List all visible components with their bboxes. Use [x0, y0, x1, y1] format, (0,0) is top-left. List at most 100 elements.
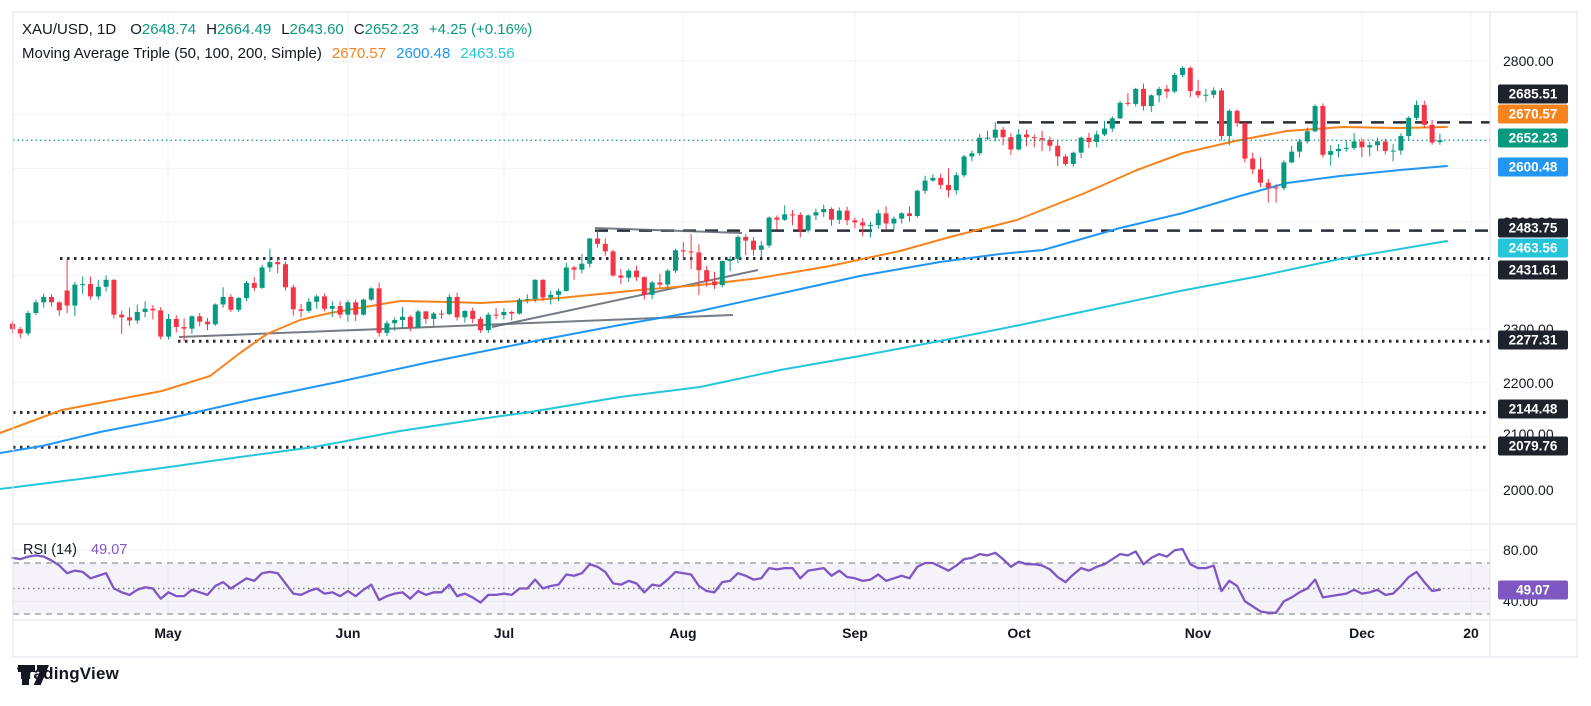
- candle: [337, 306, 343, 315]
- candle: [454, 296, 460, 318]
- candle: [1164, 88, 1170, 92]
- candle: [758, 245, 764, 250]
- candle: [961, 156, 967, 176]
- candle: [602, 243, 608, 252]
- candle: [150, 308, 156, 311]
- candle: [712, 281, 717, 286]
- candle: [1359, 141, 1365, 148]
- candle: [649, 282, 655, 295]
- candle: [610, 251, 616, 276]
- trendline: [491, 269, 759, 328]
- candle: [17, 329, 23, 334]
- candle: [922, 180, 928, 191]
- rsi-line: [11, 547, 1442, 614]
- candle: [907, 213, 912, 216]
- candle: [1398, 136, 1404, 151]
- candle: [563, 267, 569, 292]
- candle: [251, 283, 257, 288]
- candle: [407, 316, 413, 328]
- candle: [189, 316, 195, 329]
- candle: [626, 270, 632, 278]
- candle: [1133, 88, 1139, 104]
- candle: [790, 214, 795, 216]
- candle: [1187, 67, 1193, 92]
- candle: [134, 311, 140, 321]
- candle: [1312, 106, 1318, 132]
- ma50-line: [0, 126, 1448, 434]
- candle: [1406, 117, 1412, 137]
- candle: [197, 316, 203, 322]
- candle: [899, 213, 905, 219]
- candle: [704, 270, 710, 282]
- candle: [836, 210, 842, 220]
- candle: [1125, 102, 1131, 104]
- candle: [829, 209, 834, 220]
- candles-layer[interactable]: [10, 66, 1443, 342]
- candle: [1336, 148, 1341, 152]
- candle: [1148, 95, 1154, 107]
- candle: [1234, 110, 1240, 124]
- candle: [33, 302, 39, 314]
- candle: [813, 212, 819, 216]
- candle: [618, 275, 624, 278]
- candle: [415, 311, 421, 328]
- ma100-line: [0, 165, 1448, 454]
- candle: [1281, 162, 1287, 189]
- candle: [275, 262, 281, 265]
- candle: [485, 314, 491, 331]
- candle: [1031, 137, 1037, 139]
- candle: [985, 137, 990, 139]
- candle: [49, 296, 54, 303]
- candle: [181, 326, 187, 329]
- candle: [1094, 134, 1100, 142]
- candle: [1328, 151, 1334, 155]
- candle: [478, 318, 483, 331]
- candle: [1414, 104, 1419, 118]
- candle: [259, 267, 265, 288]
- candle: [548, 294, 554, 298]
- candle: [1141, 88, 1146, 107]
- candle: [1070, 152, 1076, 164]
- candle: [111, 279, 117, 315]
- candle: [524, 299, 530, 301]
- candle: [236, 298, 242, 310]
- candle: [384, 323, 390, 333]
- candle: [891, 218, 897, 224]
- candle: [1367, 145, 1373, 148]
- candle: [158, 310, 164, 337]
- candle: [1000, 129, 1006, 138]
- candle: [1156, 88, 1162, 96]
- candle: [368, 288, 374, 300]
- candle: [860, 222, 866, 226]
- candle: [665, 270, 671, 285]
- candle: [938, 177, 944, 185]
- candle: [946, 184, 951, 191]
- candle: [1437, 140, 1443, 143]
- candle: [103, 279, 109, 287]
- ma200-line: [0, 240, 1448, 490]
- candle: [587, 238, 593, 264]
- candle: [1008, 137, 1014, 150]
- candle: [556, 291, 561, 295]
- candle: [493, 314, 499, 316]
- candle: [751, 240, 756, 250]
- candle: [1297, 141, 1302, 152]
- candle: [501, 311, 507, 316]
- candle: [1351, 141, 1357, 148]
- candle: [953, 175, 959, 191]
- candle: [329, 306, 335, 309]
- candle: [1203, 94, 1209, 96]
- candle: [431, 313, 437, 319]
- widget-border: [12, 11, 1578, 658]
- candle: [1273, 187, 1279, 189]
- candle: [64, 290, 70, 306]
- candle: [844, 210, 850, 221]
- candle: [1304, 131, 1310, 142]
- candle: [56, 302, 62, 311]
- candle: [1226, 110, 1232, 137]
- candle: [1382, 141, 1388, 152]
- candle: [322, 296, 327, 309]
- candle: [400, 316, 405, 321]
